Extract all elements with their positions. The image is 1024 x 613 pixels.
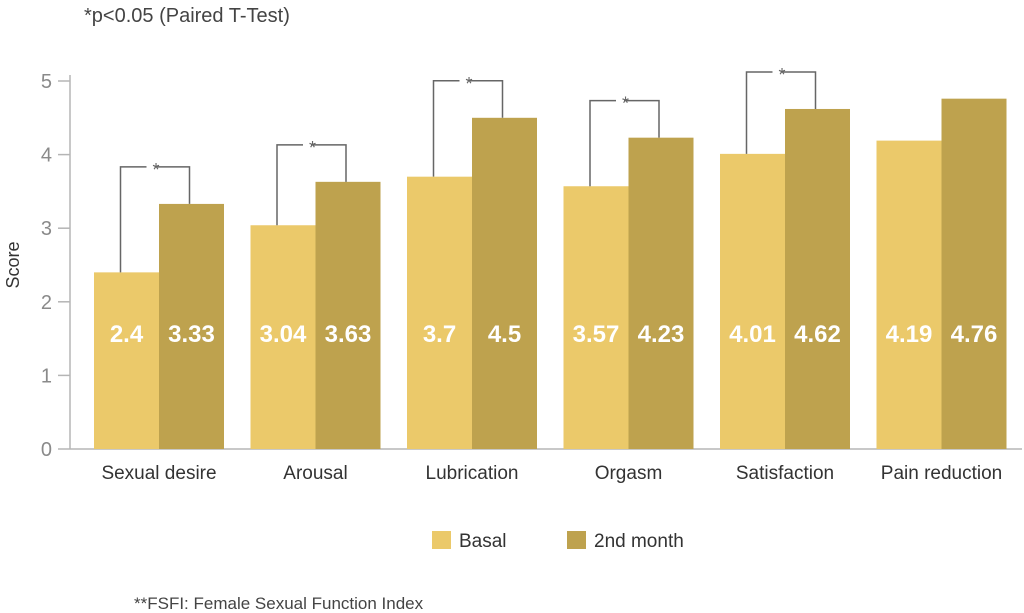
significance-brackets: * * * * * <box>119 65 817 273</box>
significance-star: * <box>778 65 785 85</box>
significance-star: * <box>465 74 472 94</box>
bracket-left-arm <box>745 71 773 154</box>
legend-label: Basal <box>459 531 507 552</box>
bracket-right-arm <box>467 80 504 118</box>
bar-basal <box>407 176 472 449</box>
bar-value-label: 4.5 <box>488 321 521 348</box>
bracket-left-arm <box>276 144 303 226</box>
bar-basal <box>876 140 942 449</box>
bracket-right-arm <box>624 99 660 138</box>
bar-basal <box>720 153 785 449</box>
bracket-right-arm <box>311 144 347 182</box>
bar-second-month <box>628 137 694 449</box>
bracket-left-arm <box>589 99 616 187</box>
significance-star: * <box>622 94 629 114</box>
significance-note: *p<0.05 (Paired T-Test) <box>84 5 290 27</box>
y-tick-label: 0 <box>41 439 52 461</box>
footnote: **FSFI: Female Sexual Function Index <box>134 594 424 613</box>
bracket-right-arm <box>780 71 817 109</box>
bar-value-label: 4.76 <box>951 321 998 348</box>
bar-value-label: 2.4 <box>110 321 144 348</box>
bar-basal <box>250 225 316 449</box>
bar-second-month <box>785 108 850 449</box>
category-label: Satisfaction <box>736 463 834 484</box>
bar-value-label: 3.63 <box>325 321 372 348</box>
significance-star: * <box>309 138 316 158</box>
significance-star: * <box>152 160 159 180</box>
y-axis-label: Score <box>3 241 23 288</box>
y-tick-label: 4 <box>41 145 52 167</box>
bar-value-label: 3.7 <box>423 321 456 348</box>
x-axis-labels: Sexual desire Arousal Lubrication Orgasm Sat… <box>101 463 1002 484</box>
y-tick-label: 1 <box>41 365 52 387</box>
axes: 0 1 2 3 4 5 <box>41 71 1022 461</box>
bar-basal <box>94 272 159 449</box>
legend: Basal 2nd month <box>432 531 684 552</box>
bar-value-label: 4.62 <box>794 321 841 348</box>
y-tick-label: 5 <box>41 71 52 93</box>
bars: 2.4 3.33 3.04 3.63 3.7 4.5 3.57 4.23 4.01 4.62 4.1… <box>94 98 1007 450</box>
category-label: Sexual desire <box>101 463 216 484</box>
category-label: Lubrication <box>426 463 519 484</box>
bracket-left-arm <box>432 80 460 177</box>
legend-swatch <box>567 531 586 549</box>
category-label: Orgasm <box>595 463 663 484</box>
bar-value-label: 3.57 <box>573 321 620 348</box>
bar-basal <box>563 186 629 450</box>
significance-bracket: * <box>589 94 660 187</box>
bar-second-month <box>941 98 1007 449</box>
legend-label: 2nd month <box>594 531 684 552</box>
significance-bracket: * <box>119 160 191 273</box>
bracket-right-arm <box>154 166 191 204</box>
category-label: Pain reduction <box>881 463 1002 484</box>
bar-second-month <box>315 181 381 449</box>
bar-value-label: 4.19 <box>886 321 933 348</box>
bar-value-label: 3.04 <box>260 321 307 348</box>
y-tick-label: 3 <box>41 218 52 240</box>
bar-second-month <box>472 117 537 450</box>
significance-bracket: * <box>432 74 504 177</box>
y-tick-label: 2 <box>41 292 52 314</box>
significance-bracket: * <box>276 138 347 226</box>
bar-second-month <box>159 203 224 449</box>
bar-value-label: 4.01 <box>729 321 776 348</box>
legend-swatch <box>432 531 451 549</box>
significance-bracket: * <box>745 65 817 154</box>
bar-value-label: 4.23 <box>638 321 685 348</box>
bracket-left-arm <box>119 166 147 273</box>
category-label: Arousal <box>283 463 347 484</box>
bar-value-label: 3.33 <box>168 321 215 348</box>
